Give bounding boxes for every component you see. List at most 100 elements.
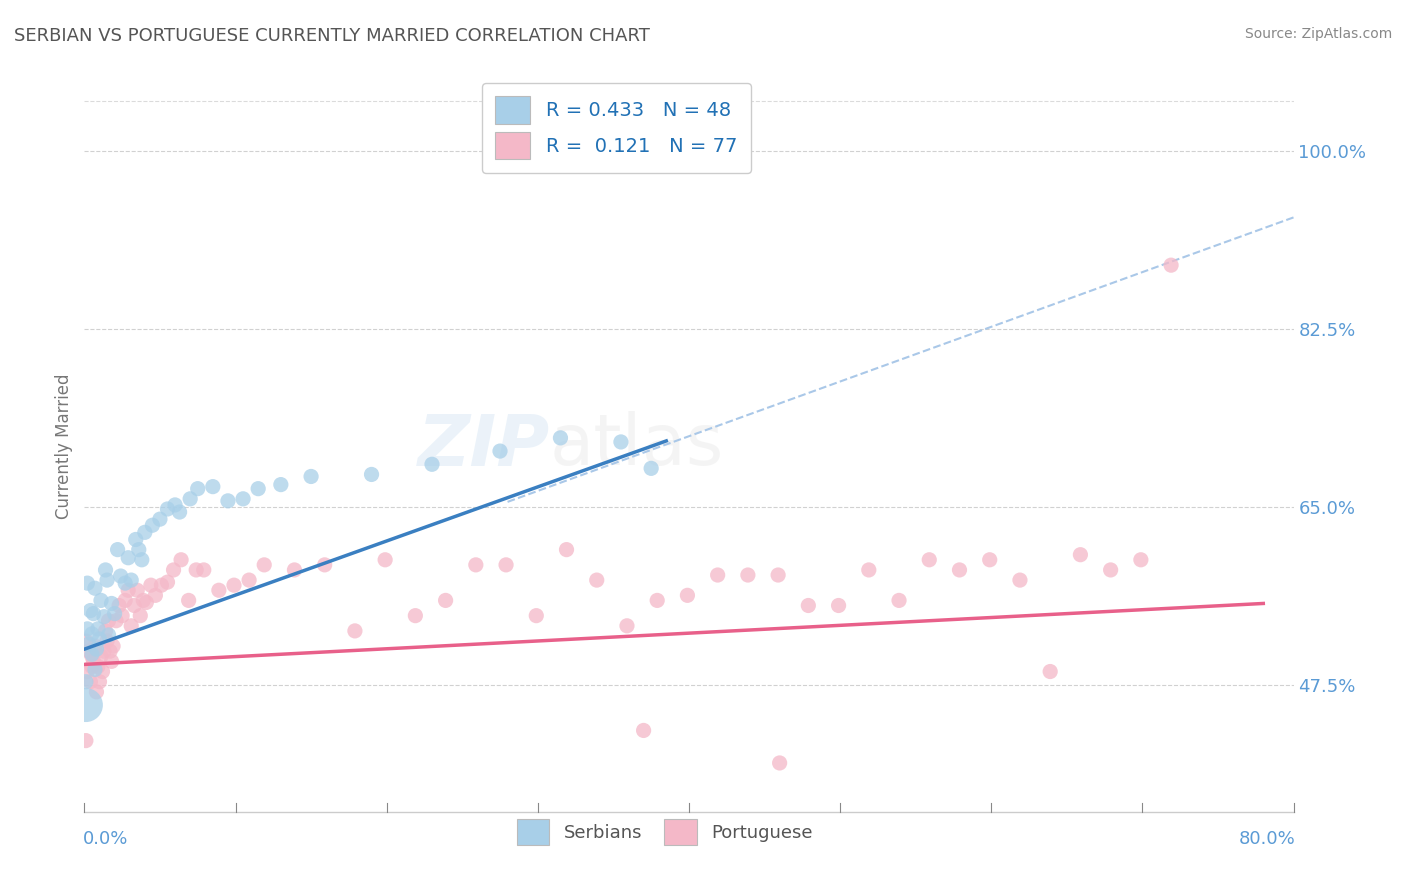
Point (360, 467, 382, 482)
Point (131, 553, 153, 567)
Point (97, 614, 120, 628)
Point (737, 568, 759, 582)
Point (232, 491, 254, 506)
Text: ZIP: ZIP (418, 411, 550, 481)
Point (79, 674, 101, 689)
Point (676, 588, 699, 602)
Point (91, 665, 114, 679)
Point (100, 597, 122, 611)
Point (640, 461, 662, 475)
Point (82, 607, 104, 621)
Point (93, 609, 115, 624)
Point (186, 563, 208, 577)
Point (555, 542, 578, 557)
Point (128, 542, 150, 557)
Point (80, 627, 103, 641)
Point (89, 632, 111, 646)
Point (238, 573, 260, 587)
Point (76, 665, 98, 679)
Point (149, 512, 172, 526)
Point (75, 634, 97, 648)
Point (107, 542, 129, 557)
Point (420, 458, 443, 472)
Point (434, 593, 457, 607)
Point (1069, 548, 1091, 562)
Point (495, 558, 517, 572)
Point (75, 674, 97, 689)
Point (550, 431, 572, 445)
Point (193, 563, 215, 577)
Point (1129, 553, 1152, 567)
Point (299, 469, 322, 483)
Point (120, 573, 142, 587)
Point (162, 563, 184, 577)
Point (132, 593, 155, 607)
Point (100, 654, 122, 668)
Point (75, 733, 97, 747)
Point (122, 599, 145, 613)
Point (84, 639, 107, 653)
Point (706, 568, 728, 582)
Point (270, 477, 292, 491)
Point (187, 482, 209, 496)
Point (769, 756, 792, 770)
Point (127, 583, 149, 598)
Point (222, 578, 245, 592)
Point (134, 525, 156, 540)
Point (80, 649, 103, 664)
Point (139, 578, 162, 592)
Point (110, 569, 132, 583)
Point (208, 583, 231, 598)
Point (170, 553, 193, 567)
Point (125, 533, 148, 547)
Point (86, 685, 108, 699)
Point (489, 444, 512, 458)
Point (827, 599, 849, 613)
Point (247, 482, 270, 496)
Point (76, 576, 98, 591)
Point (633, 723, 655, 738)
Text: 80.0%: 80.0% (1239, 830, 1295, 848)
Point (141, 518, 163, 533)
Point (75, 698, 97, 712)
Point (374, 553, 396, 567)
Point (86, 642, 108, 657)
Legend: Serbians, Portuguese: Serbians, Portuguese (505, 806, 825, 857)
Point (90, 593, 112, 607)
Point (117, 550, 139, 565)
Point (105, 614, 128, 628)
Point (179, 491, 201, 506)
Point (77, 637, 100, 651)
Point (343, 624, 366, 638)
Point (145, 588, 167, 602)
Point (585, 573, 607, 587)
Point (79, 603, 101, 617)
Point (111, 608, 134, 623)
Point (948, 563, 970, 577)
Point (150, 578, 173, 592)
Point (117, 583, 139, 598)
Point (94, 563, 117, 577)
Point (616, 619, 638, 633)
Point (96, 634, 118, 648)
Point (404, 608, 426, 623)
Text: atlas: atlas (550, 411, 724, 481)
Point (797, 599, 820, 613)
Point (98, 644, 121, 658)
Point (253, 558, 276, 572)
Text: 0.0%: 0.0% (83, 830, 128, 848)
Point (283, 563, 305, 577)
Point (177, 593, 200, 607)
Point (135, 595, 157, 609)
Point (77, 644, 100, 658)
Point (918, 553, 941, 567)
Point (610, 434, 633, 449)
Point (87, 622, 110, 636)
Point (169, 505, 191, 519)
Point (97, 628, 120, 642)
Point (76, 622, 98, 636)
Point (96, 573, 118, 587)
Point (90, 649, 112, 664)
Point (858, 563, 880, 577)
Point (114, 593, 136, 607)
